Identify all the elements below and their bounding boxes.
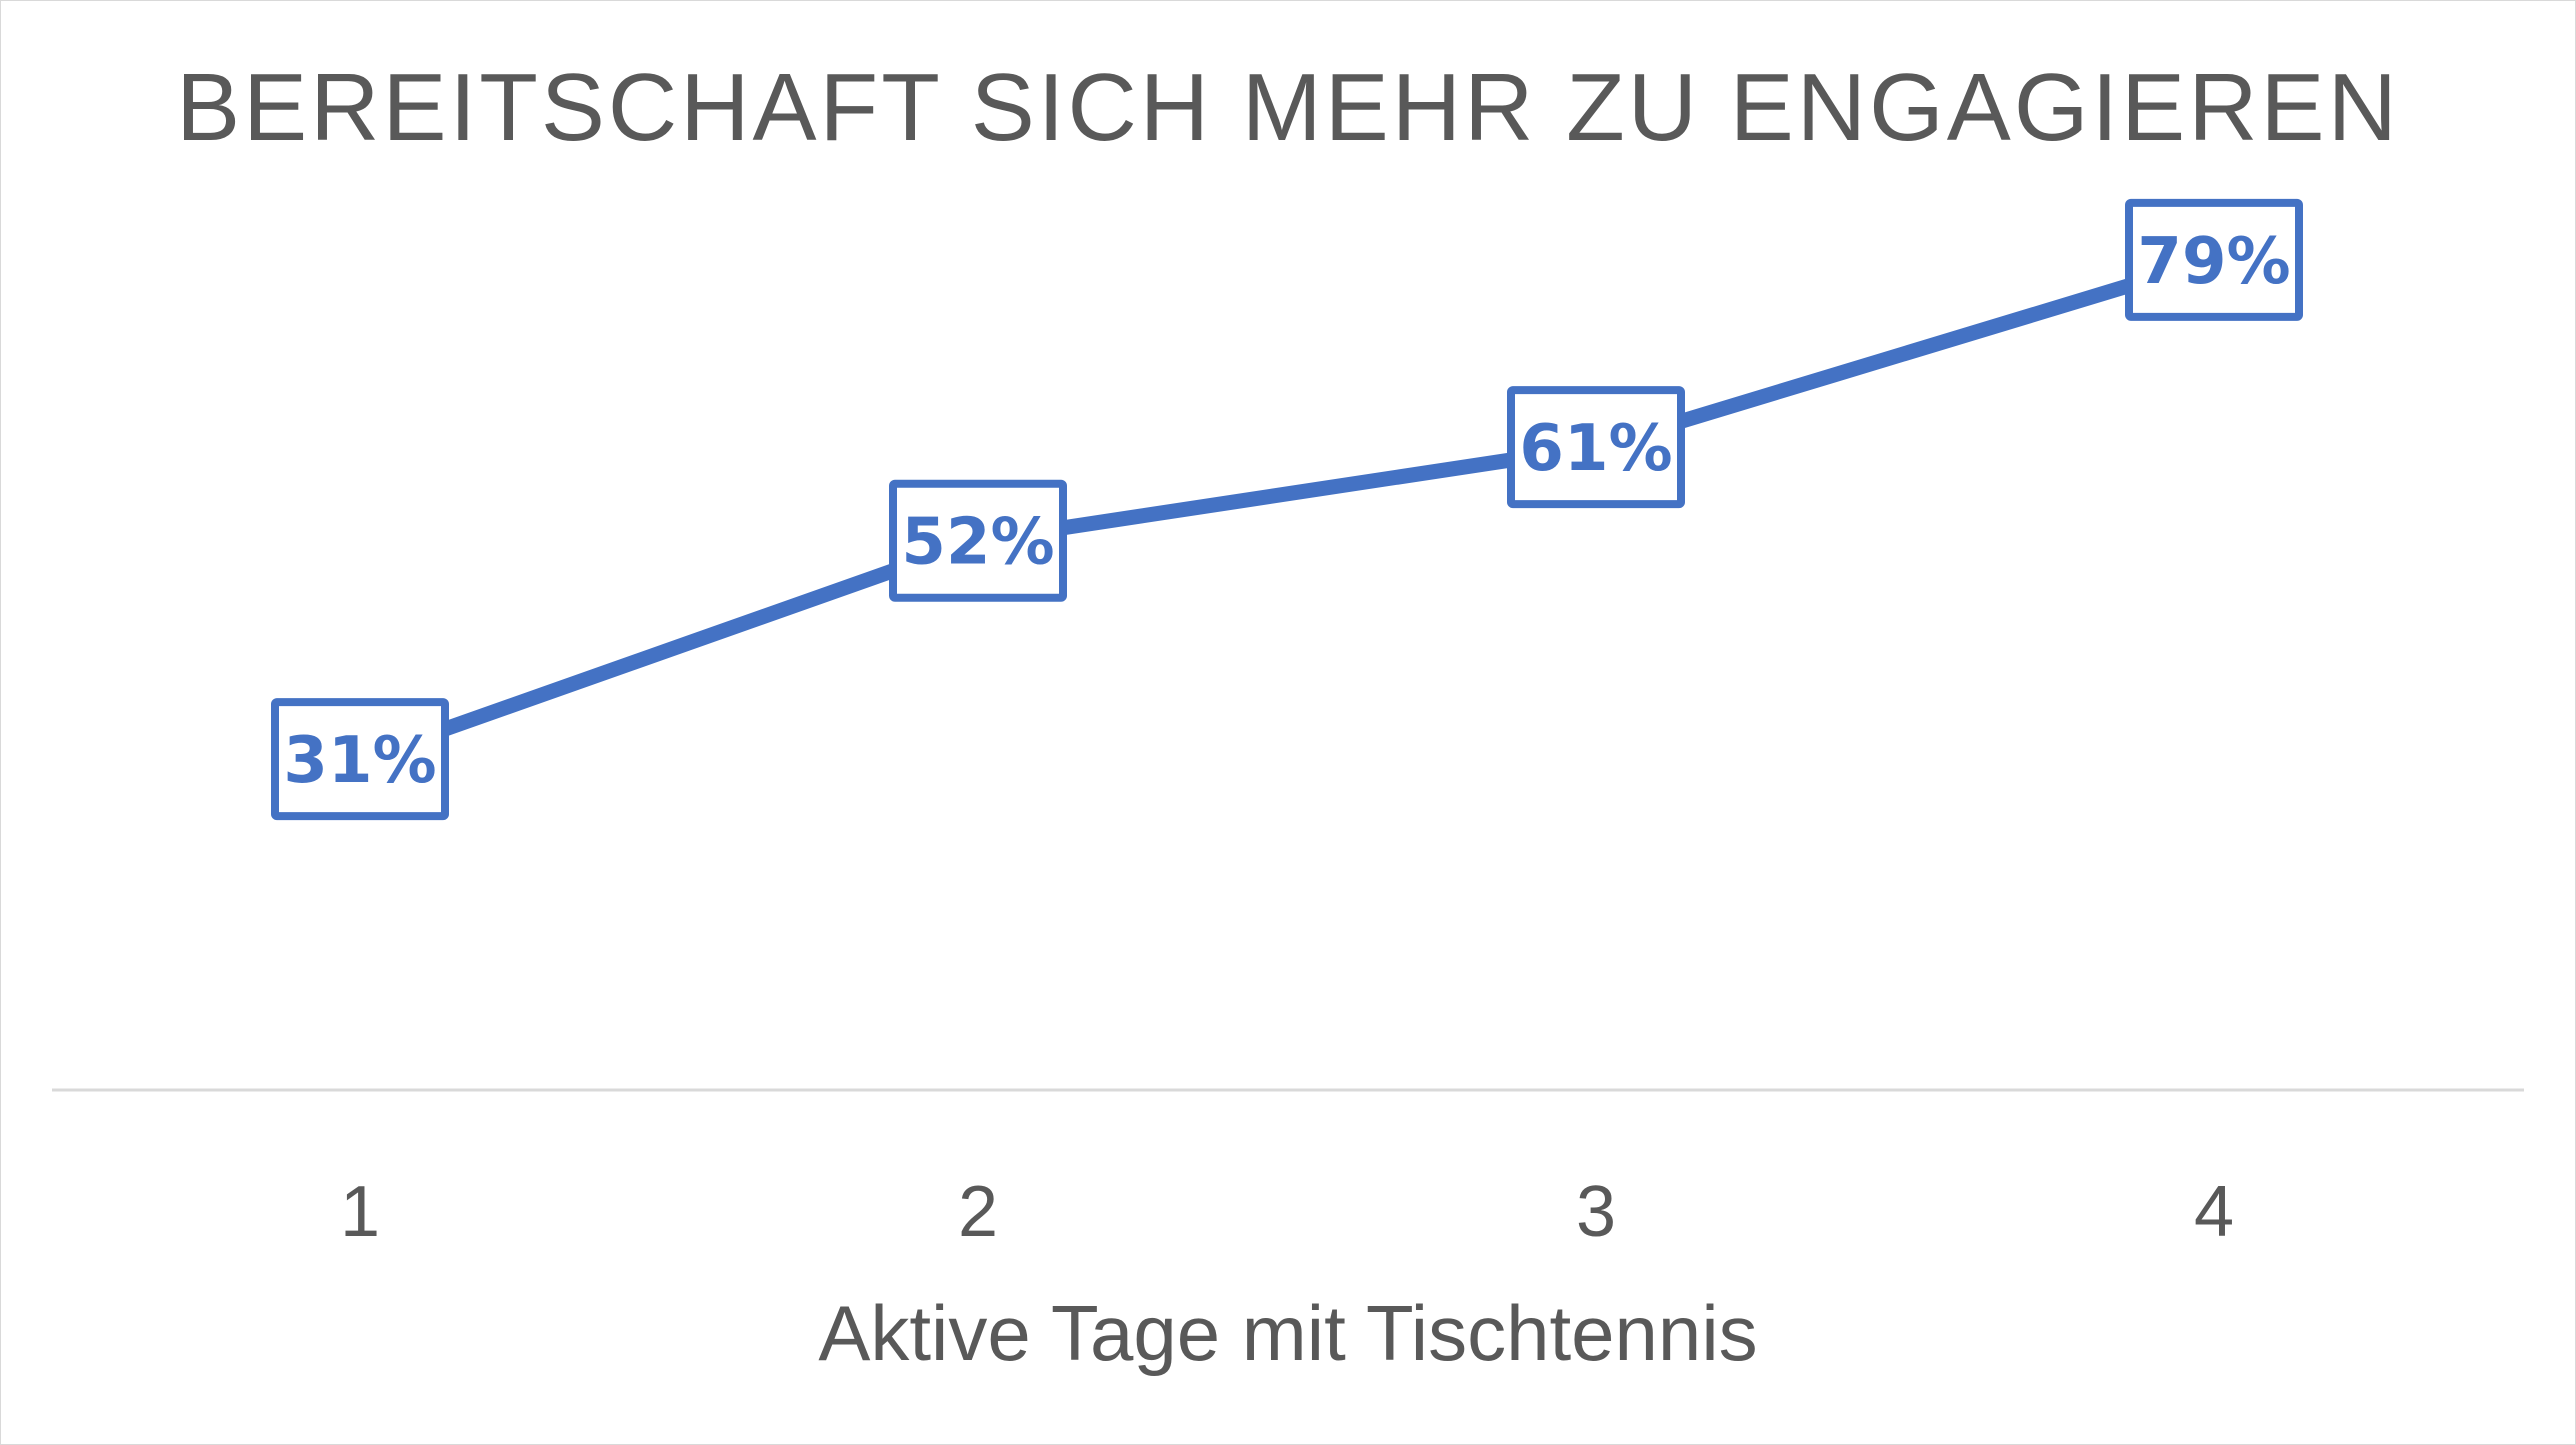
data-label-box	[271, 698, 449, 821]
series-group: 31% 52% 61% 79%	[271, 198, 2303, 821]
data-label-3: 61%	[1507, 386, 1685, 509]
data-label-text: 52%	[901, 506, 1054, 580]
x-tick-label-1: 1	[340, 1172, 380, 1252]
data-label-box	[889, 479, 1067, 602]
x-tick-label-4: 4	[2194, 1172, 2234, 1252]
x-tick-label-2: 2	[958, 1172, 998, 1252]
series-line	[352, 252, 2222, 767]
data-label-text: 31%	[283, 724, 436, 798]
chart-title: BEREITSCHAFT SICH MEHR ZU ENGAGIEREN	[176, 54, 2400, 161]
x-tick-label-3: 3	[1576, 1172, 1616, 1252]
data-label-box	[2125, 198, 2303, 321]
data-label-2: 52%	[889, 479, 1067, 602]
data-label-box	[1507, 386, 1685, 509]
data-label-text: 61%	[1519, 412, 1672, 486]
x-tick-labels: 1 2 3 4	[340, 1172, 2234, 1252]
data-label-text: 79%	[2137, 225, 2290, 299]
x-axis-title: Aktive Tage mit Tischtennis	[818, 1289, 1757, 1377]
data-label-1: 31%	[271, 698, 449, 821]
data-label-4: 79%	[2125, 198, 2303, 321]
